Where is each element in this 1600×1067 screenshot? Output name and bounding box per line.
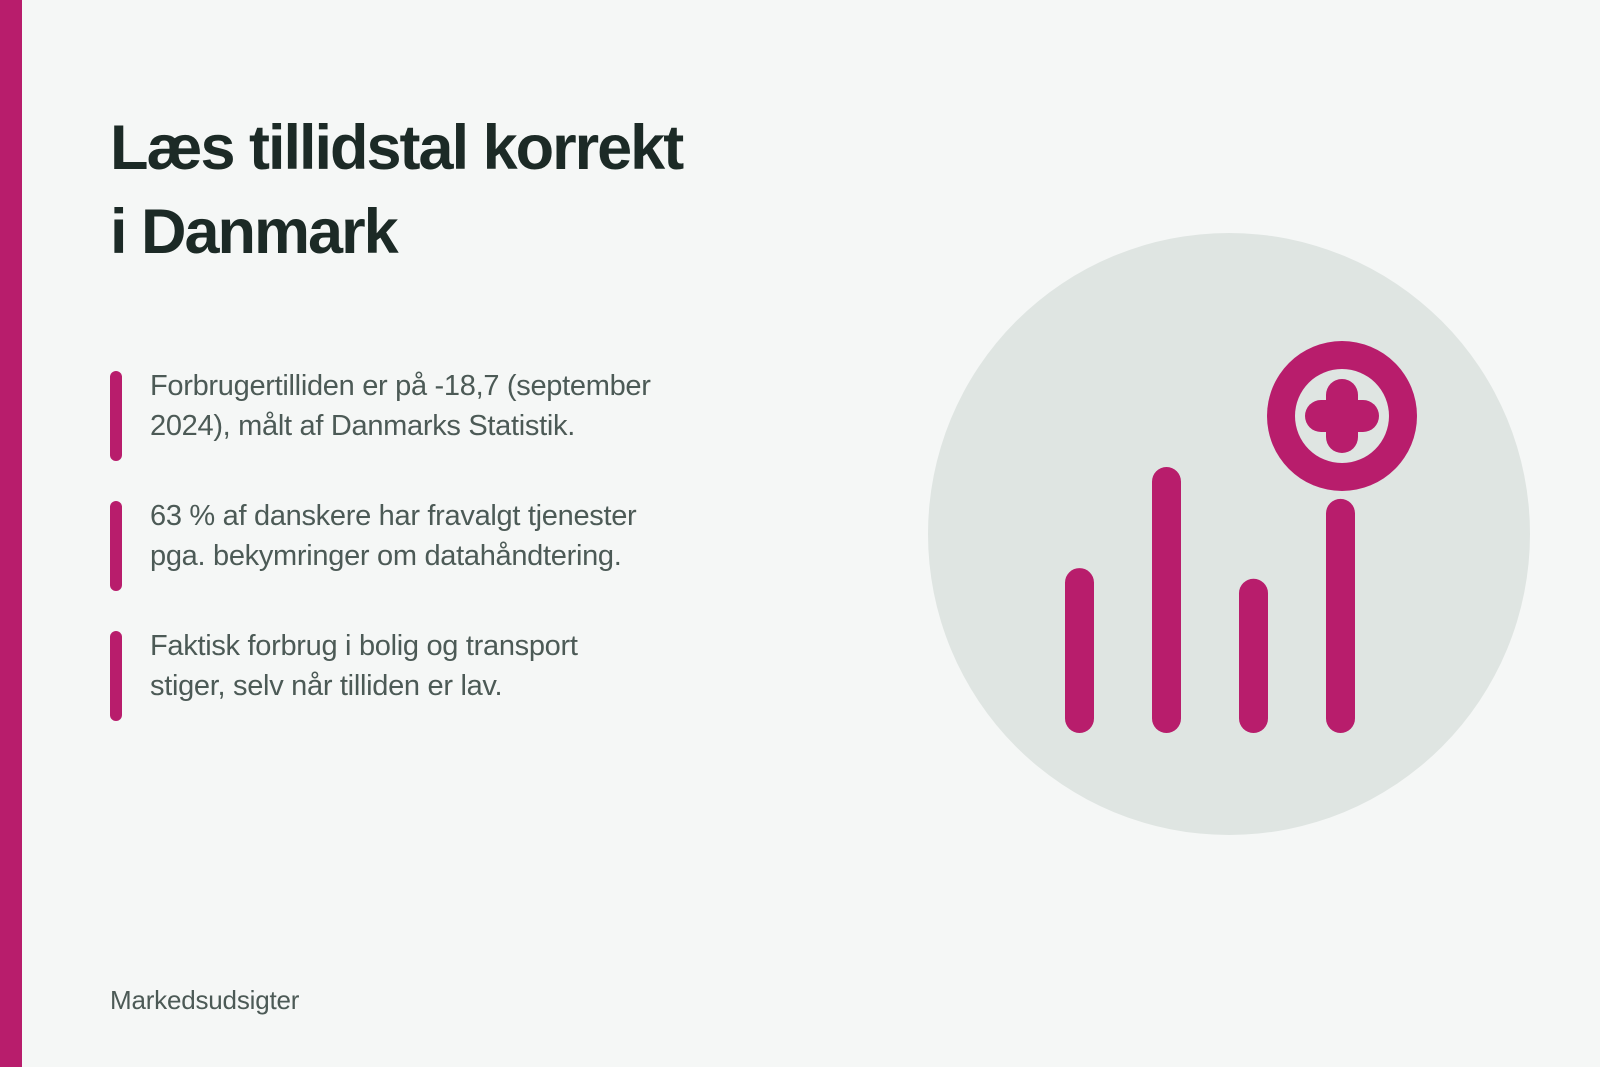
page-title-line-2: i Danmark [110,197,399,267]
bar-chart-plus-icon [928,233,1530,835]
page-title: Læs tillidstal korrekt i Danmark [110,106,750,274]
chart-bar [1239,578,1268,733]
key-point-text: 63 % af danskere har fravalgt tjenester … [150,496,710,576]
plus-badge-icon [1267,341,1417,491]
illustration-circle-backdrop [928,233,1530,835]
key-point-marker [110,371,122,461]
key-point-text-line: 2024), målt af Danmarks Statistik. [150,410,575,442]
illustration [928,233,1530,835]
bar-group [1065,467,1355,733]
key-point-text-line: Forbrugertilliden er på -18,7 (september [150,370,651,402]
key-point: 63 % af danskere har fravalgt tjenester … [110,496,710,591]
key-point-text-line: 63 % af danskere har fravalgt tjenester [150,500,637,532]
chart-bar [1326,498,1355,733]
footer-label: Markedsudsigter [110,985,300,1015]
chart-bar [1065,568,1094,733]
page-title-line-1: Læs tillidstal korrekt [110,113,684,183]
key-point-text-line: Faktisk forbrug i bolig og transport [150,630,578,662]
key-point-text: Forbrugertilliden er på -18,7 (september… [150,366,710,446]
chart-bar [1152,467,1181,733]
left-accent-strip [0,0,22,1067]
key-point-marker [110,501,122,591]
key-point: Forbrugertilliden er på -18,7 (september… [110,366,710,461]
key-point-text-line: stiger, selv når tilliden er lav. [150,670,503,702]
key-point-marker [110,631,122,721]
key-point-text: Faktisk forbrug i bolig og transport sti… [150,626,710,706]
key-point: Faktisk forbrug i bolig og transport sti… [110,626,710,721]
key-points-list: Forbrugertilliden er på -18,7 (september… [110,366,710,756]
key-point-text-line: pga. bekymringer om datahåndtering. [150,540,622,572]
